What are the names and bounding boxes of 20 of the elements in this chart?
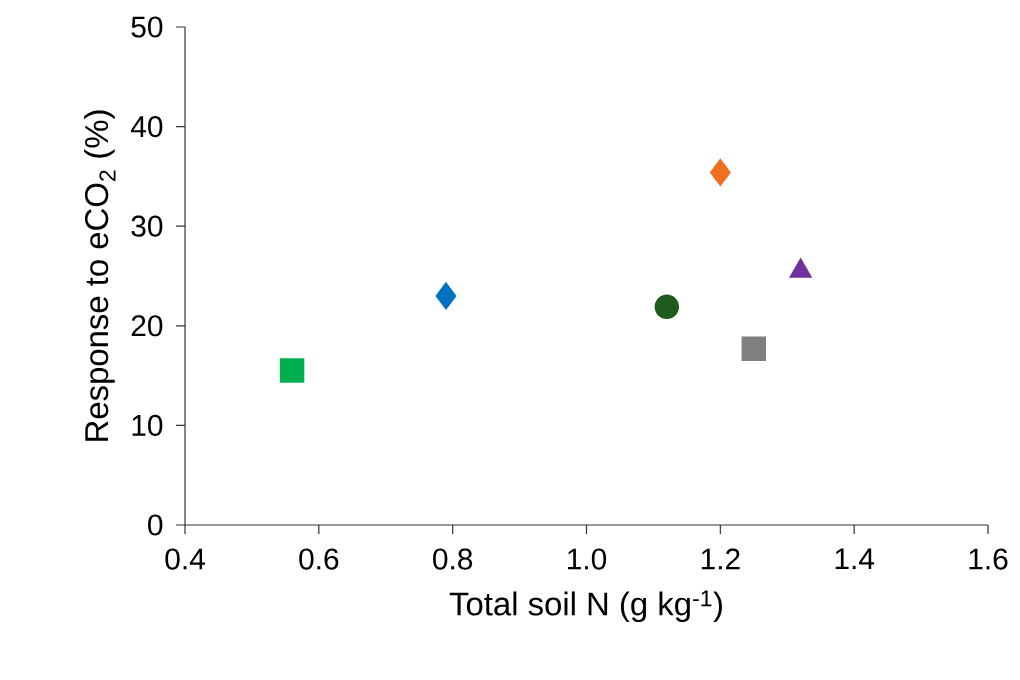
point xyxy=(654,294,680,320)
y-tick-label: 0 xyxy=(148,514,163,536)
x-tick-label: 1.4 xyxy=(835,548,875,570)
y-tick-label: 40 xyxy=(130,116,163,138)
x-tick-label: 1.6 xyxy=(969,548,1008,570)
y-tick-label: 30 xyxy=(131,215,163,237)
x-tick-label: 0.8 xyxy=(433,548,473,570)
point xyxy=(710,159,731,186)
point xyxy=(279,358,305,383)
x-axis-title: Total soil N (g kg$^{-1}$) xyxy=(449,590,722,623)
point xyxy=(741,336,767,361)
x-tick-label: 0.6 xyxy=(299,548,339,570)
y-tick-label: 20 xyxy=(131,315,163,337)
x-tick-label: 0.4 xyxy=(165,548,205,570)
x-tick-label: 1.0 xyxy=(568,548,607,570)
x-tick-label: 1.2 xyxy=(701,548,740,570)
y-tick-label: 50 xyxy=(131,16,163,38)
point xyxy=(435,282,457,310)
y-axis-title: Response to eCO$_{2}$ (%) xyxy=(84,110,116,441)
y-tick-label: 10 xyxy=(132,414,163,436)
